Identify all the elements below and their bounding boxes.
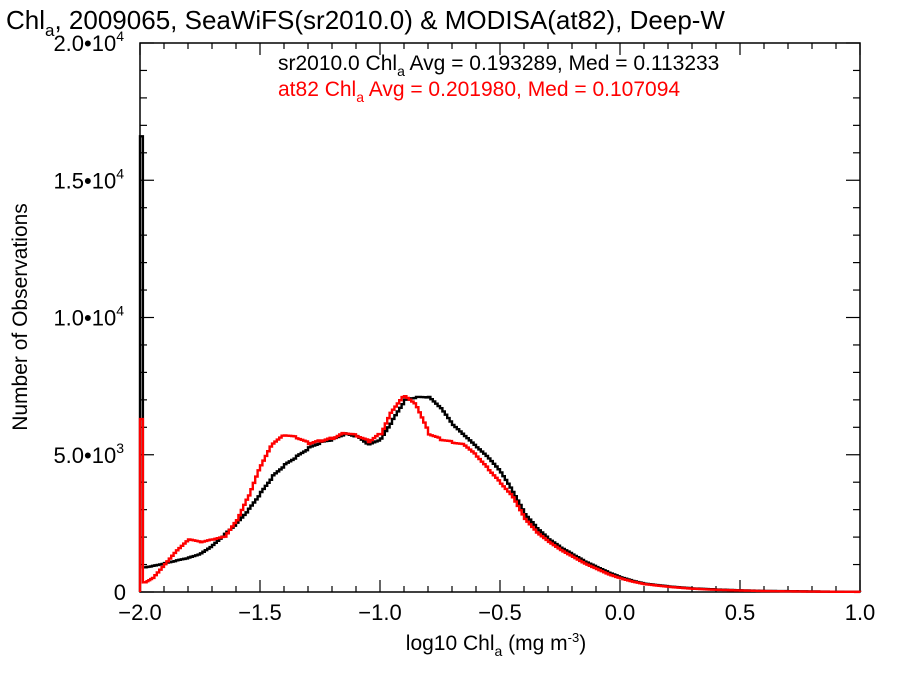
x-tick-label: −1.5 — [238, 600, 281, 625]
y-tick-label: 5.0•103 — [53, 440, 124, 468]
series-stats-black: sr2010.0 Chla Avg = 0.193289, Med = 0.11… — [278, 52, 719, 79]
x-tick-label: −2.0 — [118, 600, 161, 625]
chart-title: Chla, 2009065, SeaWiFS(sr2010.0) & MODIS… — [6, 5, 725, 40]
axis-ticks — [139, 42, 861, 593]
x-tick-label: 0.5 — [725, 600, 756, 625]
x-tick-label: −1.0 — [358, 600, 401, 625]
x-axis-label: log10 Chla (mg m-3) — [406, 630, 586, 659]
y-tick-label: 2.0•104 — [53, 28, 124, 56]
axis-tick-labels: −2.0 −1.5 −1.0 −0.5 0.0 0.5 1.0 0 5.0•103 1.0•104… — [53, 28, 875, 625]
x-tick-label: 0.0 — [605, 600, 636, 625]
x-tick-label: −0.5 — [478, 600, 521, 625]
y-tick-label: 0 — [114, 580, 126, 605]
series-line-at82 — [138, 394, 862, 594]
x-tick-label: 1.0 — [845, 600, 876, 625]
y-tick-label: 1.5•104 — [53, 165, 124, 193]
series-stats-red: at82 Chla Avg = 0.201980, Med = 0.107094 — [278, 78, 680, 105]
series-lines — [138, 135, 862, 594]
y-tick-label: 1.0•104 — [53, 303, 124, 331]
series-line-sr2010 — [138, 135, 862, 594]
y-axis-label: Number of Observations — [9, 203, 32, 431]
